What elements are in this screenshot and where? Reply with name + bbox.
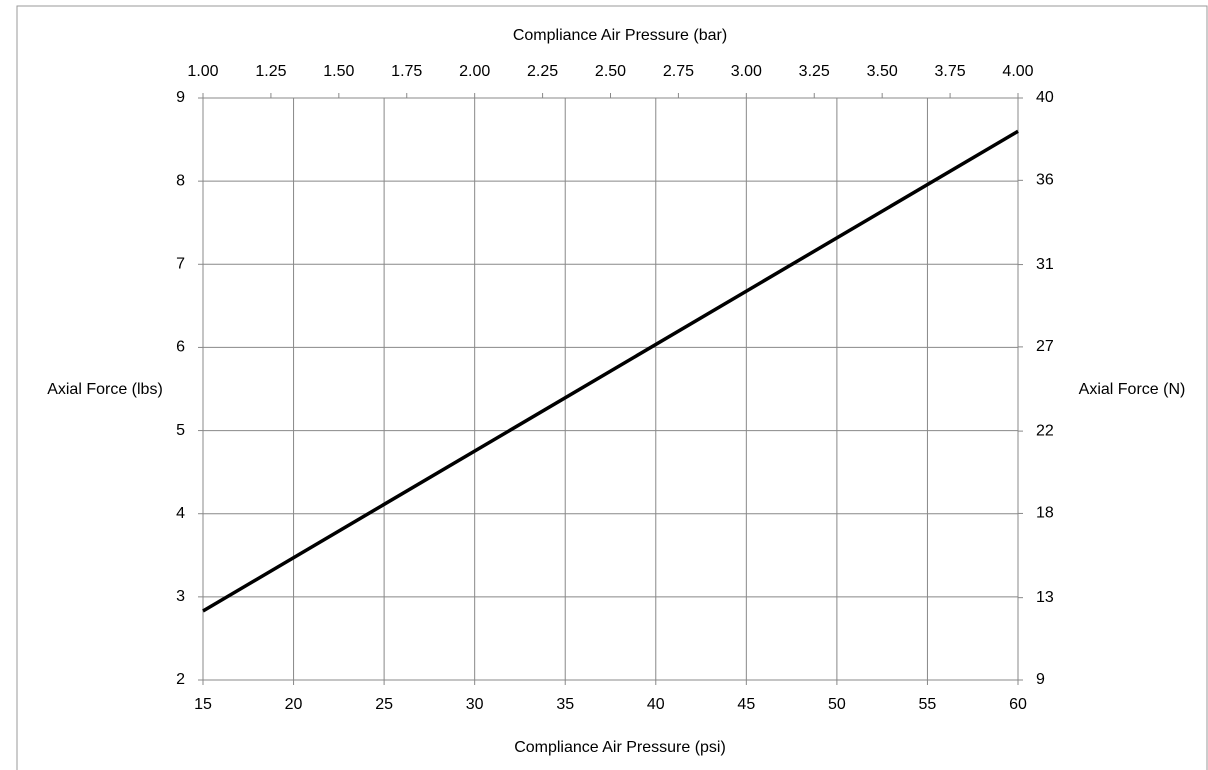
y-tick-label: 9 [176,89,185,106]
y2-tick-label: 13 [1036,589,1054,606]
y2-tick-label: 40 [1036,89,1054,106]
y-tick-label: 2 [176,671,185,688]
data-line [203,131,1018,611]
chart-border [17,6,1207,770]
x2-tick-label: 2.25 [527,63,558,80]
y2-tick-label: 22 [1036,422,1054,439]
chart: Compliance Air Pressure (bar) Compliance… [0,0,1208,770]
y2-tick-label: 36 [1036,172,1054,189]
x2-tick-label: 2.50 [595,63,626,80]
x2-tick-label: 3.50 [867,63,898,80]
x-tick-label: 30 [466,696,484,713]
y2-tick-label: 31 [1036,256,1054,273]
y2-tick-label: 27 [1036,338,1054,355]
x2-tick-label: 2.75 [663,63,694,80]
y-axis-title: Axial Force (lbs) [47,381,163,398]
x-tick-label: 35 [556,696,574,713]
x-tick-label: 45 [737,696,755,713]
x-tick-label: 25 [375,696,393,713]
x2-axis-title: Compliance Air Pressure (bar) [513,27,727,44]
x2-tick-label: 1.00 [187,63,218,80]
x2-tick-label: 1.25 [255,63,286,80]
x-tick-label: 55 [919,696,937,713]
x-tick-label: 60 [1009,696,1027,713]
y2-tick-label: 9 [1036,671,1045,688]
x2-tick-label: 3.75 [935,63,966,80]
y-tick-label: 3 [176,588,185,605]
x-tick-label: 15 [194,696,212,713]
y2-tick-label: 18 [1036,505,1054,522]
y-tick-label: 6 [176,339,185,356]
plot-border [203,98,1018,680]
y-tick-label: 5 [176,422,185,439]
x2-tick-label: 1.75 [391,63,422,80]
x2-tick-label: 4.00 [1002,63,1033,80]
x-tick-label: 50 [828,696,846,713]
y2-axis-title: Axial Force (N) [1079,381,1186,398]
x2-tick-label: 3.00 [731,63,762,80]
y-tick-label: 4 [176,505,185,522]
x-axis-title: Compliance Air Pressure (psi) [514,739,726,756]
y-tick-label: 8 [176,172,185,189]
x-tick-label: 20 [285,696,303,713]
x2-tick-label: 1.50 [323,63,354,80]
x2-tick-label: 2.00 [459,63,490,80]
y-tick-label: 7 [176,256,185,273]
x-tick-label: 40 [647,696,665,713]
x2-tick-label: 3.25 [799,63,830,80]
